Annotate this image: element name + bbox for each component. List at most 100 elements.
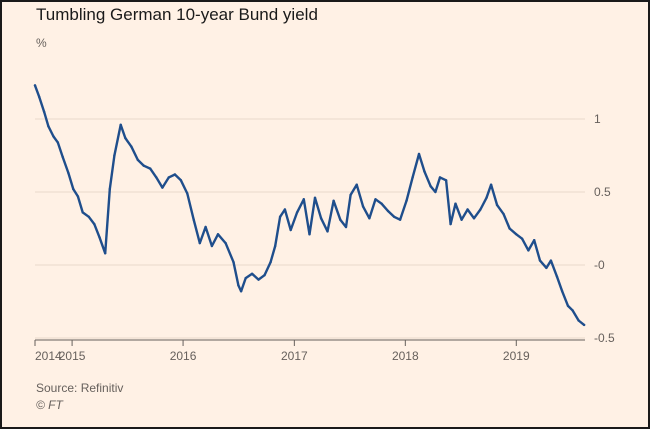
data-point [449, 222, 452, 226]
data-point [429, 185, 432, 188]
data-point [344, 225, 348, 229]
data-point [179, 179, 183, 182]
data-point [98, 236, 101, 239]
data-point [239, 290, 243, 293]
data-point [438, 176, 442, 179]
data-point [155, 176, 158, 179]
data-point [87, 215, 91, 218]
x-tick-label: 2019 [503, 349, 530, 363]
data-point [274, 244, 277, 248]
data-point [520, 237, 524, 240]
data-point [577, 319, 580, 322]
data-point [302, 198, 305, 201]
source-note: Source: Refinitiv [36, 381, 124, 395]
data-point [81, 211, 84, 214]
x-tick-label: 2018 [392, 349, 419, 363]
data-point [332, 199, 335, 202]
data-point [355, 183, 358, 186]
data-point [216, 233, 220, 236]
x-tick-label: 2017 [281, 349, 308, 363]
data-point [411, 176, 414, 179]
data-point [566, 304, 570, 308]
data-point [434, 190, 437, 194]
data-point [289, 228, 292, 232]
data-point [269, 260, 272, 264]
data-point [237, 284, 240, 287]
data-point [142, 164, 145, 167]
data-point [204, 225, 207, 229]
series-line-bund-yield [33, 84, 586, 327]
data-point [47, 125, 50, 128]
data-point [244, 276, 247, 280]
data-point [42, 110, 46, 113]
data-point [515, 233, 518, 236]
data-point [93, 222, 96, 226]
data-point [549, 259, 553, 262]
data-point [479, 208, 482, 211]
data-point [52, 135, 55, 138]
data-point [232, 260, 235, 264]
data-point [313, 196, 317, 199]
data-point [263, 274, 266, 277]
data-point [124, 136, 127, 140]
data-point [33, 84, 37, 87]
data-point [76, 195, 80, 198]
data-point [283, 208, 287, 211]
data-point [472, 217, 476, 220]
data-point [108, 187, 112, 191]
data-point [423, 170, 426, 173]
data-point [38, 95, 41, 99]
data-point [339, 218, 342, 221]
data-point [502, 212, 505, 216]
data-point [210, 244, 214, 248]
data-point [308, 233, 311, 236]
data-point [72, 187, 75, 191]
data-point [136, 158, 139, 162]
data-point [582, 323, 586, 327]
data-point [295, 211, 299, 214]
data-point [56, 141, 59, 144]
data-point [454, 202, 457, 205]
data-point [555, 275, 559, 278]
data-point [149, 167, 152, 170]
data-point [113, 154, 116, 157]
data-point [374, 198, 377, 201]
y-tick-label: -0 [594, 258, 605, 272]
data-point [173, 173, 177, 176]
data-point [361, 205, 365, 208]
data-point [257, 278, 260, 281]
data-point [444, 179, 448, 182]
data-point [380, 202, 383, 205]
data-point [326, 230, 329, 233]
data-point [527, 249, 530, 252]
data-point [485, 196, 488, 199]
data-point [508, 227, 511, 230]
data-point [161, 186, 164, 189]
data-point [561, 290, 564, 293]
data-point [67, 171, 70, 175]
data-point [198, 241, 201, 245]
data-point [186, 192, 189, 195]
data-point [460, 218, 463, 221]
data-point [466, 208, 469, 211]
x-tick-label: 2014 [35, 349, 62, 363]
data-point [405, 199, 408, 202]
data-point [571, 309, 574, 312]
data-point [368, 217, 371, 220]
data-point [167, 176, 170, 179]
data-point [349, 193, 352, 197]
data-point [319, 217, 323, 220]
data-point [61, 155, 64, 159]
data-point [538, 259, 542, 262]
data-point [250, 272, 254, 275]
data-point [489, 183, 493, 186]
data-point [392, 215, 396, 218]
data-point [545, 266, 548, 270]
data-point [386, 209, 390, 213]
data-point [130, 145, 133, 148]
data-point [533, 239, 536, 242]
data-point [398, 218, 402, 221]
y-unit-label: % [36, 36, 47, 50]
copyright-note: © FT [36, 398, 63, 412]
